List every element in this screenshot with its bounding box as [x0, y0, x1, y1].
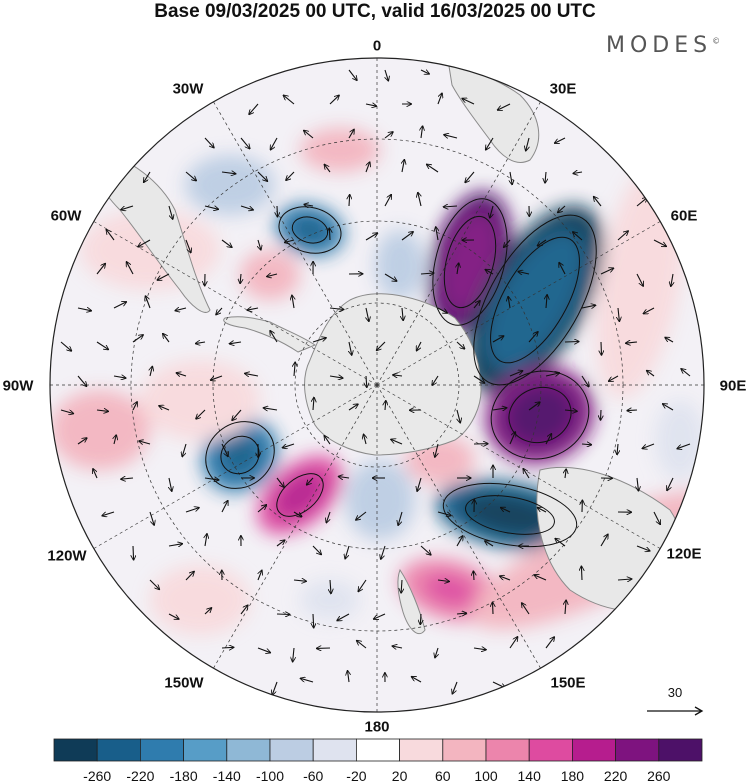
- lon-label-150e: 150E: [550, 674, 586, 692]
- anomaly-field: [50, 128, 704, 635]
- new-zealand: [397, 568, 426, 635]
- lon-label-90e: 90E: [719, 377, 747, 395]
- colorbar-swatch: [399, 738, 444, 762]
- copyright-mark: ©: [712, 36, 721, 46]
- lon-label-30w: 30W: [172, 80, 204, 98]
- colorbar: -260 -220 -180 -140 -100 -60 -20 20 60 100 140 180 2…: [53, 738, 703, 783]
- map-border: [49, 57, 705, 713]
- colorbar-tick-label: 220: [604, 768, 628, 783]
- lon-label-30e: 30E: [549, 80, 577, 98]
- lon-label-60w: 60W: [50, 207, 82, 225]
- colorbar-tick-label: -220: [126, 768, 154, 783]
- africa: [447, 59, 540, 163]
- colorbar-tick-label: -20: [346, 768, 366, 783]
- colorbar-swatch: [572, 738, 617, 762]
- colorbar-tick-label: 140: [518, 768, 542, 783]
- colorbar-swatch: [528, 738, 573, 762]
- colorbar-swatch: [485, 738, 530, 762]
- map-title: Base 09/03/2025 00 UTC, valid 16/03/2025…: [154, 1, 596, 22]
- colorbar-tick-label: 60: [435, 768, 451, 783]
- graticule: [50, 58, 704, 712]
- brand-text: MODES: [606, 33, 713, 58]
- reference-vector-label: 30: [667, 685, 683, 700]
- lon-label-120w: 120W: [47, 547, 87, 565]
- lon-label-60e: 60E: [670, 207, 698, 225]
- colorbar-tick-label: -140: [213, 768, 241, 783]
- lon-label-150w: 150W: [164, 674, 204, 692]
- reference-vector: 30: [645, 684, 705, 718]
- colorbar-tick-label: -100: [256, 768, 284, 783]
- wind-vectors: [60, 70, 691, 695]
- colorbar-tick-label: -60: [303, 768, 323, 783]
- colorbar-swatch: [355, 738, 400, 762]
- lon-label-90w: 90W: [2, 377, 34, 395]
- colorbar-tick-label: 100: [474, 768, 498, 783]
- colorbar-swatch: [226, 738, 271, 762]
- colorbar-swatch: [96, 738, 141, 762]
- colorbar-tick-label: 180: [561, 768, 585, 783]
- colorbar-tick-label: -260: [83, 768, 111, 783]
- reference-arrow-icon: [647, 706, 704, 716]
- colorbar-tick-label: 260: [647, 768, 671, 783]
- colorbar-swatch: [658, 738, 703, 762]
- antarctica: [304, 293, 482, 456]
- colorbar-swatch: [183, 738, 228, 762]
- colorbar-swatch: [269, 738, 314, 762]
- contour-lines: [205, 198, 597, 548]
- lon-label-120e: 120E: [666, 545, 702, 563]
- colorbar-tick-label: -180: [170, 768, 198, 783]
- colorbar-swatch: [139, 738, 184, 762]
- colorbar-tick-label: 20: [392, 768, 408, 783]
- modes-logo: MODES©: [606, 33, 720, 58]
- colorbar-swatch: [615, 738, 660, 762]
- colorbar-swatch: [442, 738, 487, 762]
- lon-label-180: 180: [364, 718, 390, 736]
- lon-label-0: 0: [372, 37, 382, 55]
- colorbar-swatch: [53, 738, 98, 762]
- colorbar-swatch: [312, 738, 357, 762]
- polar-map: [49, 57, 705, 713]
